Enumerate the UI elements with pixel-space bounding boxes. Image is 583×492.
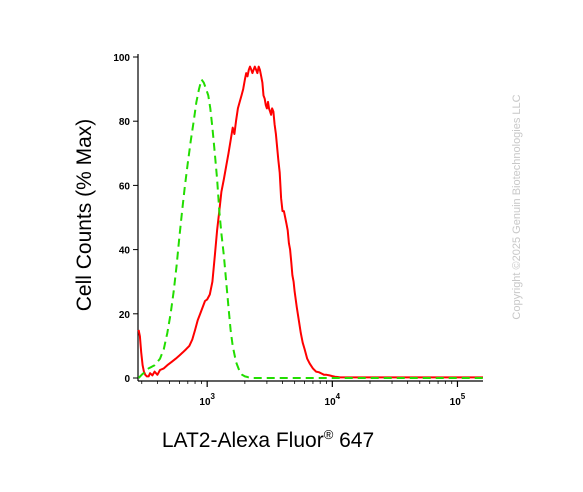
x-axis-title: LAT2-Alexa Fluor® 647: [162, 427, 374, 452]
series-layer: [137, 65, 483, 379]
y-tick-label: 80: [119, 117, 131, 128]
x-axis-ticks: 103 104 105: [141, 381, 466, 408]
x-tick-label: 104: [325, 392, 341, 408]
y-tick-label: 0: [124, 374, 130, 385]
x-tick-label: 103: [199, 392, 215, 408]
control-series-line: [137, 78, 483, 379]
y-tick-label: 100: [113, 53, 130, 64]
y-tick-label: 20: [119, 310, 131, 321]
x-axis-title-main: LAT2-Alexa Fluor: [162, 429, 324, 452]
y-axis-title: Cell Counts (% Max): [73, 119, 96, 312]
plot-frame: [137, 54, 483, 382]
x-axis-title-superscript: ®: [324, 427, 334, 442]
x-tick-label: 105: [450, 392, 466, 408]
stained-series-line: [137, 65, 483, 379]
x-axis-title-suffix: 647: [333, 429, 374, 452]
y-axis-ticks: 0 20 40 60 80 100: [113, 53, 138, 385]
copyright-watermark: Copyright ©2025 Genuin Biotechnologies L…: [511, 94, 523, 319]
y-tick-label: 40: [119, 246, 131, 257]
y-tick-label: 60: [119, 181, 131, 192]
